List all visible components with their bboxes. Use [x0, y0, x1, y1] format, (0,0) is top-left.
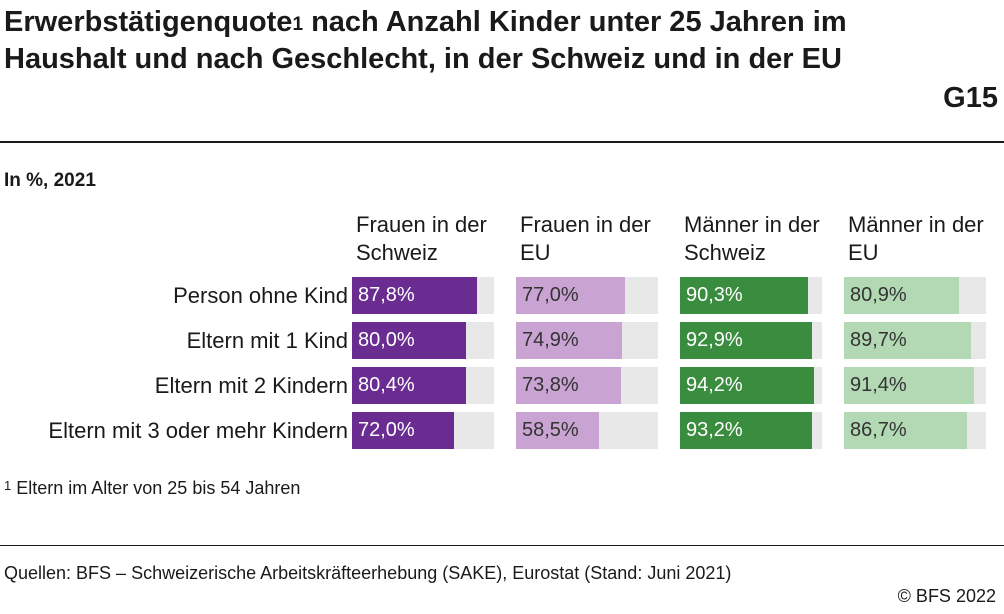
bar: [352, 322, 466, 359]
column-header: Männer in der Schweiz: [684, 212, 820, 265]
bar-track: 93,2%: [680, 412, 822, 449]
bar-track: 72,0%: [352, 412, 494, 449]
bar-track: 80,9%: [844, 277, 986, 314]
bar-value-label: 58,5%: [522, 419, 579, 441]
bar-track: 90,3%: [680, 277, 822, 314]
bar-value-label: 93,2%: [686, 419, 743, 441]
bar-value-label: 73,8%: [522, 374, 579, 396]
chart-title: Erwerbstätigenquote1 nach Anzahl Kinder …: [4, 6, 847, 75]
bar-value-label: 92,9%: [686, 329, 743, 351]
bar-track: 80,4%: [352, 367, 494, 404]
bar-value-label: 80,0%: [358, 329, 415, 351]
row-label: Eltern mit 3 oder mehr Kindern: [48, 418, 348, 443]
chart-code: G15: [943, 82, 998, 114]
bar-value-label: 80,9%: [850, 284, 907, 306]
bar: [516, 412, 600, 449]
top-divider: [0, 141, 1004, 143]
bar-track: 73,8%: [516, 367, 658, 404]
column-header: Frauen in der EU: [520, 212, 651, 265]
chart-subtitle: In %, 2021: [4, 170, 96, 191]
bar: [516, 277, 626, 314]
column-header: Frauen in der Schweiz: [356, 212, 487, 265]
bar-track: 77,0%: [516, 277, 658, 314]
bottom-divider: [0, 545, 1004, 546]
bar-track: 91,4%: [844, 367, 986, 404]
bar-track: 92,9%: [680, 322, 822, 359]
bar: [680, 277, 809, 314]
row-label: Eltern mit 2 Kindern: [154, 373, 348, 398]
footnote: 1 Eltern im Alter von 25 bis 54 Jahren: [4, 478, 301, 498]
bar-value-label: 80,4%: [358, 374, 415, 396]
bar-value-label: 89,7%: [850, 329, 907, 351]
row-label: Eltern mit 1 Kind: [186, 328, 348, 353]
row-label: Person ohne Kind: [173, 283, 348, 308]
bar-value-label: 77,0%: [522, 284, 579, 306]
column-header: Männer in der EU: [848, 212, 984, 265]
bar: [844, 412, 968, 449]
bar-track: 89,7%: [844, 322, 986, 359]
bar-track: 94,2%: [680, 367, 822, 404]
bar: [680, 322, 812, 359]
bar-track: 74,9%: [516, 322, 658, 359]
bar: [844, 367, 974, 404]
bar-track: 80,0%: [352, 322, 494, 359]
bar-value-label: 74,9%: [522, 329, 579, 351]
bar: [516, 322, 623, 359]
bar: [516, 367, 621, 404]
bar-track: 86,7%: [844, 412, 986, 449]
copyright: © BFS 2022: [897, 586, 996, 606]
bar-value-label: 87,8%: [358, 284, 415, 306]
bar: [844, 277, 959, 314]
bar-value-label: 91,4%: [850, 374, 907, 396]
bar: [680, 367, 814, 404]
bar-track: 87,8%: [352, 277, 494, 314]
bar-track: 58,5%: [516, 412, 658, 449]
source-note: Quellen: BFS – Schweizerische Arbeitskrä…: [4, 563, 732, 583]
bar-value-label: 86,7%: [850, 419, 907, 441]
bar: [352, 367, 467, 404]
bar: [680, 412, 813, 449]
bar: [352, 412, 455, 449]
bar-value-label: 94,2%: [686, 374, 743, 396]
bar: [352, 277, 477, 314]
bar: [844, 322, 972, 359]
bar-value-label: 90,3%: [686, 284, 743, 306]
bar-value-label: 72,0%: [358, 419, 415, 441]
